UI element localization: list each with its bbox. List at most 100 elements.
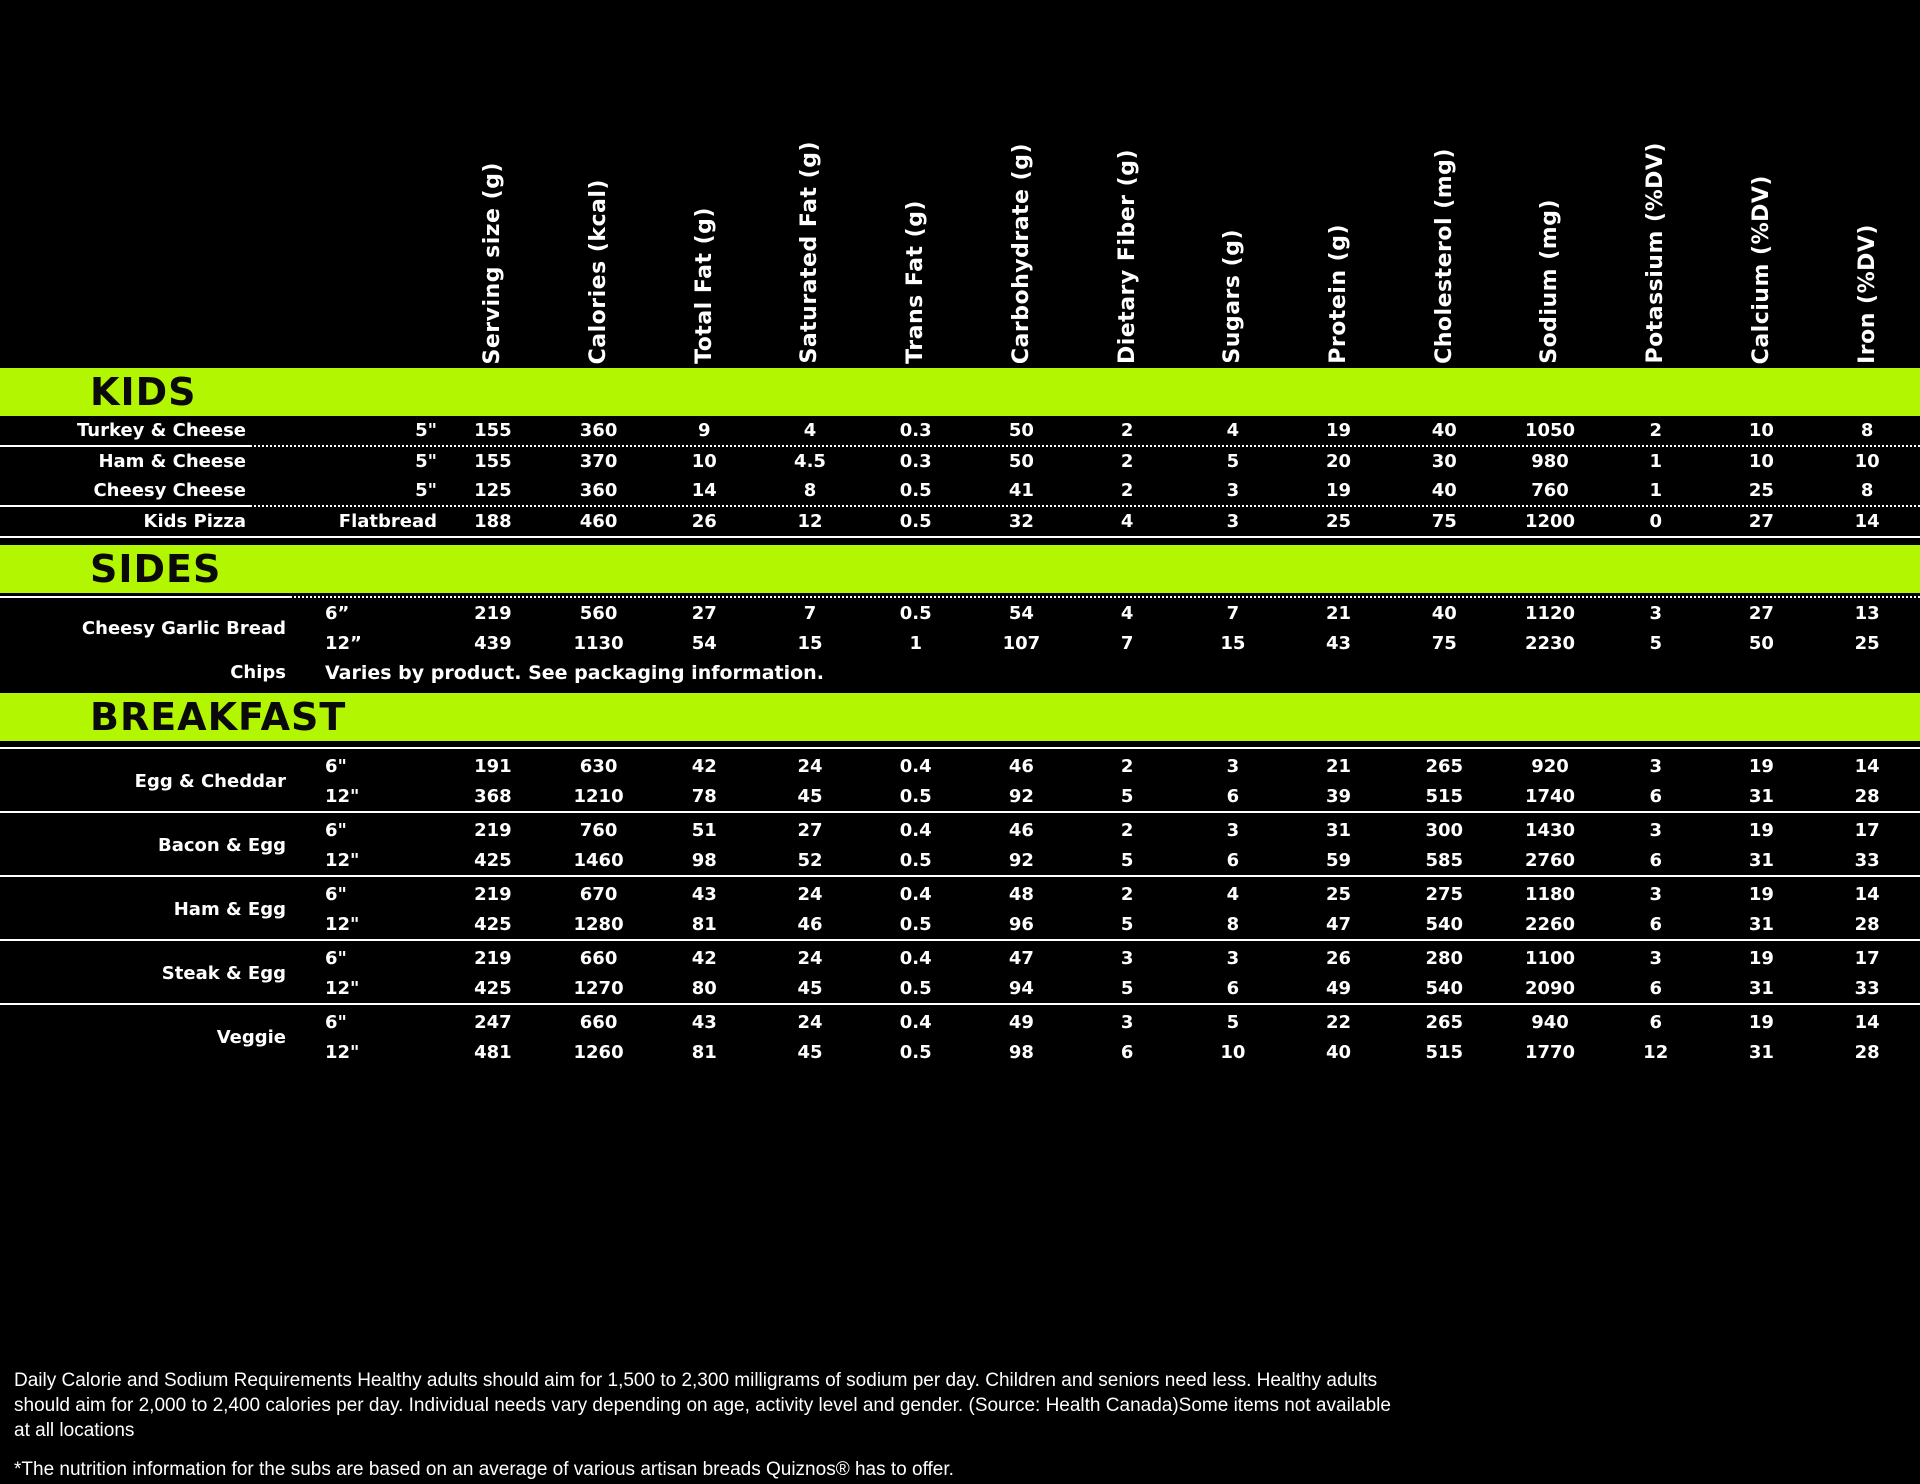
table-row: Chips Varies by product. See packaging in…	[0, 658, 1920, 687]
column-header: Cholesterol (mg)	[1431, 148, 1457, 364]
table-row-group: Veggie 6" 247 660 43 24 0.4 49 3 5 22 265 940 6 19 14 12…	[0, 1007, 1920, 1067]
nutrient-value: 2	[1649, 420, 1662, 441]
nutrient-value: 81	[691, 1041, 717, 1063]
nutrient-value: 28	[1854, 1041, 1880, 1063]
item-name: Chips	[230, 662, 286, 683]
item-name: Steak & Egg	[161, 962, 286, 984]
section-header: BREAKFAST	[90, 695, 347, 739]
nutrient-value: 50	[1748, 632, 1774, 654]
nutrient-value: 1270	[573, 977, 624, 999]
nutrient-value: 19	[1326, 480, 1352, 501]
nutrient-value: 19	[1748, 755, 1774, 777]
nutrient-value: 515	[1425, 785, 1464, 807]
nutrient-value: 0.5	[899, 849, 932, 871]
table-row: Kids Pizza Flatbread 188 460 26 12 0.5 32 4 3 25 75…	[0, 507, 1920, 536]
column-header: Sugars (g)	[1220, 229, 1246, 364]
nutrient-value: 39	[1326, 785, 1352, 807]
nutrient-value: 6	[1226, 977, 1240, 999]
nutrient-value: 0.4	[899, 755, 932, 777]
nutrient-value: 50	[1008, 451, 1034, 472]
nutrient-value: 47	[1008, 947, 1034, 969]
nutrient-value: 1100	[1524, 947, 1576, 969]
nutrient-value: 45	[797, 1041, 823, 1063]
nutrient-value: 4	[1226, 883, 1240, 905]
item-size: 6"	[325, 947, 347, 969]
nutrient-value: 540	[1425, 913, 1464, 935]
nutrient-value: 585	[1425, 849, 1464, 871]
nutrient-value: 8	[1860, 420, 1874, 441]
nutrient-value: 59	[1326, 849, 1352, 871]
item-size: 6"	[325, 819, 347, 841]
nutrient-value: 3	[1649, 755, 1662, 777]
item-size: Flatbread	[338, 511, 437, 532]
table-row: 12" 425 1270 80 45 0.5 94 5 6 49 540 2090 6 31 33	[290, 973, 1920, 1003]
nutrient-value: 7	[1226, 602, 1240, 624]
nutrient-value: 3	[1120, 947, 1134, 969]
table-row-group: Ham & Egg 6" 219 670 43 24 0.4 48 2 4 25 275 1180 3 19…	[0, 879, 1920, 939]
nutrient-value: 0.3	[899, 451, 932, 472]
nutrient-value: 439	[474, 632, 512, 654]
column-header-cell: Trans Fat (g)	[863, 72, 969, 364]
nutrient-value: 368	[474, 785, 512, 807]
nutrient-value: 0.5	[899, 511, 932, 532]
section-divider	[0, 747, 1920, 751]
nutrient-value: 2	[1120, 480, 1134, 501]
nutrient-value: 32	[1008, 511, 1034, 532]
table-row-group: Cheesy Garlic Bread 6” 219 560 27 7 0.5 54 4 7 21 4…	[0, 598, 1920, 658]
nutrient-value: 48	[1008, 883, 1034, 905]
divider-solid	[0, 505, 250, 507]
nutrient-value: 3	[1649, 602, 1662, 624]
table-row: 6" 247 660 43 24 0.4 49 3 5 22 265 940 6 19 14	[290, 1007, 1920, 1037]
nutrient-value: 6	[1649, 849, 1662, 871]
table-row-group: Bacon & Egg 6" 219 760 51 27 0.4 46 2 3 31 300 1430 3…	[0, 815, 1920, 875]
table-row: 12" 481 1260 81 45 0.5 98 6 10 40 515 1770 12 31 28	[290, 1037, 1920, 1067]
nutrient-value: 27	[1748, 602, 1774, 624]
nutrient-value: 219	[474, 947, 512, 969]
column-header-cell: Saturated Fat (g)	[757, 72, 863, 364]
nutrient-value: 10	[691, 451, 717, 472]
nutrient-value: 4	[1120, 511, 1134, 532]
nutrient-value: 425	[474, 977, 512, 999]
nutrient-value: 17	[1854, 819, 1880, 841]
nutrient-value: 6	[1226, 849, 1240, 871]
row-divider	[0, 596, 1920, 598]
nutrient-value: 3	[1226, 511, 1240, 532]
nutrient-value: 1130	[573, 632, 624, 654]
column-header: Protein (g)	[1326, 224, 1352, 364]
item-size: 6"	[325, 755, 347, 777]
nutrient-value: 1120	[1524, 602, 1576, 624]
nutrient-value: 81	[691, 913, 717, 935]
nutrient-value: 0.3	[899, 420, 932, 441]
nutrient-value: 26	[691, 511, 717, 532]
nutrient-value: 3	[1649, 947, 1662, 969]
nutrient-value: 155	[474, 420, 512, 441]
nutrient-value: 15	[1220, 632, 1246, 654]
nutrient-value: 75	[1431, 632, 1457, 654]
footnote: *The nutrition information for the subs …	[14, 1459, 954, 1480]
nutrient-value: 43	[1326, 632, 1352, 654]
nutrient-value: 0.4	[899, 819, 932, 841]
nutrient-value: 6	[1649, 785, 1662, 807]
nutrient-value: 41	[1008, 480, 1034, 501]
item-name: Turkey & Cheese	[76, 420, 246, 441]
nutrient-value: 43	[691, 883, 717, 905]
nutrient-value: 125	[474, 480, 512, 501]
nutrient-value: 5	[1120, 913, 1134, 935]
row-group-values: 6" 247 660 43 24 0.4 49 3 5 22 265 940 6 19 14 12" 481 12…	[290, 1007, 1920, 1067]
nutrient-value: 1460	[573, 849, 624, 871]
nutrient-value: 3	[1226, 947, 1240, 969]
nutrient-value: 1740	[1524, 785, 1576, 807]
nutrient-value: 78	[691, 785, 717, 807]
nutrient-value: 25	[1748, 480, 1774, 501]
nutrient-value: 96	[1008, 913, 1034, 935]
column-header: Dietary Fiber (g)	[1114, 148, 1140, 364]
item-size: 6”	[325, 602, 350, 624]
column-header-cell: Sodium (mg)	[1497, 72, 1603, 364]
item-name: Egg & Cheddar	[134, 770, 286, 792]
nutrient-value: 8	[1226, 913, 1240, 935]
nutrient-value: 360	[579, 480, 618, 501]
nutrient-value: 219	[474, 883, 512, 905]
nutrient-value: 4	[1120, 602, 1134, 624]
nutrient-value: 630	[579, 755, 618, 777]
